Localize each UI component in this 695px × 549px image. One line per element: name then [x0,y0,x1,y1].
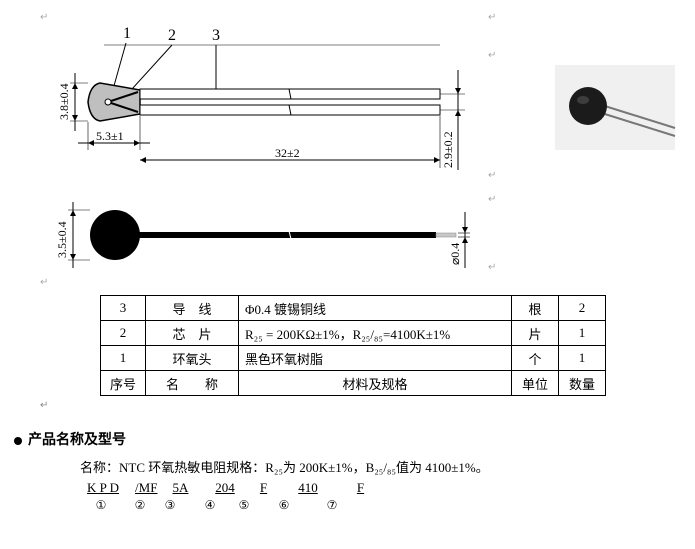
callout-1: 1 [123,25,131,42]
dim-height: 3.8±0.4 [57,73,88,131]
svg-text:↵: ↵ [40,12,48,23]
product-photo [555,65,675,150]
svg-text:↵: ↵ [40,277,48,288]
technical-drawing: 1 2 3 3.8±0.4 5.3±1 32 [10,10,680,290]
cell-no: 3 [101,296,146,321]
dim-total-len: 32±2 [140,116,440,168]
table-header-row: 序号 名 称 材料及规格 单位 数量 [101,371,606,396]
svg-text:3.8±0.4: 3.8±0.4 [57,83,71,120]
cell-unit: 根 [512,296,559,321]
dim-lead-gap: 2.9±0.2 [440,70,465,170]
table-row: 2 芯 片 R₂₅ = 200KΩ±1%，R₂₅/₈₅=4100K±1% 片 1 [101,321,606,346]
svg-text:↵: ↵ [488,262,496,273]
drawing-area: 1 2 3 3.8±0.4 5.3±1 32 [10,10,680,290]
svg-text:↵: ↵ [488,12,496,23]
callout-2: 2 [168,27,176,44]
callout-3: 3 [212,27,220,44]
section-title: 产品名称及型号 [14,429,685,449]
bullet-icon [14,437,22,445]
side-view [90,210,456,260]
cell-qty: 2 [559,296,606,321]
svg-text:↵: ↵ [488,194,496,205]
svg-text:3.5±0.4: 3.5±0.4 [55,221,69,258]
model-indices: ① ② ③ ④ ⑤ ⑥ ⑦ [80,498,685,513]
svg-text:32±2: 32±2 [275,146,300,160]
return-mark: ↵ [40,400,685,411]
table-row: 1 环氧头 黑色环氧树脂 个 1 [101,346,606,371]
spec-table: 3 导 线 Φ0.4 镀锡铜线 根 2 2 芯 片 R₂₅ = 200KΩ±1%… [100,295,606,396]
dim-side-height: 3.5±0.4 [55,202,90,268]
svg-text:5.3±1: 5.3±1 [96,129,124,143]
top-view [88,83,440,121]
svg-text:↵: ↵ [488,50,496,61]
svg-text:↵: ↵ [488,170,496,181]
table-row: 3 导 线 Φ0.4 镀锡铜线 根 2 [101,296,606,321]
svg-text:2.9±0.2: 2.9±0.2 [441,131,455,168]
model-line: K P D /MF 5A 204 F 410 F [80,480,685,496]
dim-wire-dia: ⌀0.4 [448,212,470,268]
dim-head-width: 5.3±1 [78,116,150,150]
description-line: 名称：NTC 环氧热敏电阻规格：R₂₅为 200K±1%，B₂₅/₈₅值为 41… [80,457,685,476]
cell-spec: Φ0.4 镀锡铜线 [239,296,512,321]
svg-text:⌀0.4: ⌀0.4 [448,243,462,265]
cell-name: 导 线 [146,296,239,321]
